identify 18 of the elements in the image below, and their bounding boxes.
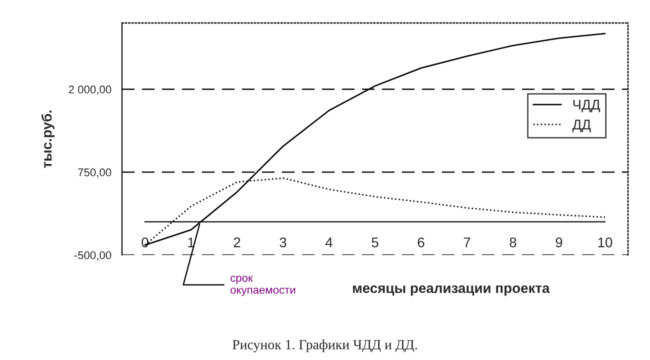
x-tick-label: 4 <box>325 238 332 248</box>
legend-label: ДД <box>572 120 591 132</box>
x-tick-label: 5 <box>372 238 378 248</box>
x-tick-label: 8 <box>510 238 516 248</box>
legend-label: ЧДД <box>573 100 600 112</box>
y-tick-label: -500,00 <box>74 251 112 260</box>
x-tick-label: 7 <box>464 238 470 248</box>
annotation: срок окупаемости <box>230 276 296 296</box>
x-tick-label: 9 <box>556 238 562 248</box>
x-tick-label: 2 <box>234 238 240 248</box>
y-tick-label: 2 000,00 <box>68 86 112 95</box>
y-tick-label: 750,00 <box>78 168 112 178</box>
x-axis-title: месяцы реализации проекта <box>353 285 550 296</box>
x-tick-label: 3 <box>280 238 286 248</box>
text: Рисунок 1. Графики ЧДД и ДД. <box>232 340 417 352</box>
y-axis-title: тыс.руб. <box>41 110 54 168</box>
x-tick-label: 10 <box>598 238 612 248</box>
x-tick-label: 6 <box>418 238 424 248</box>
